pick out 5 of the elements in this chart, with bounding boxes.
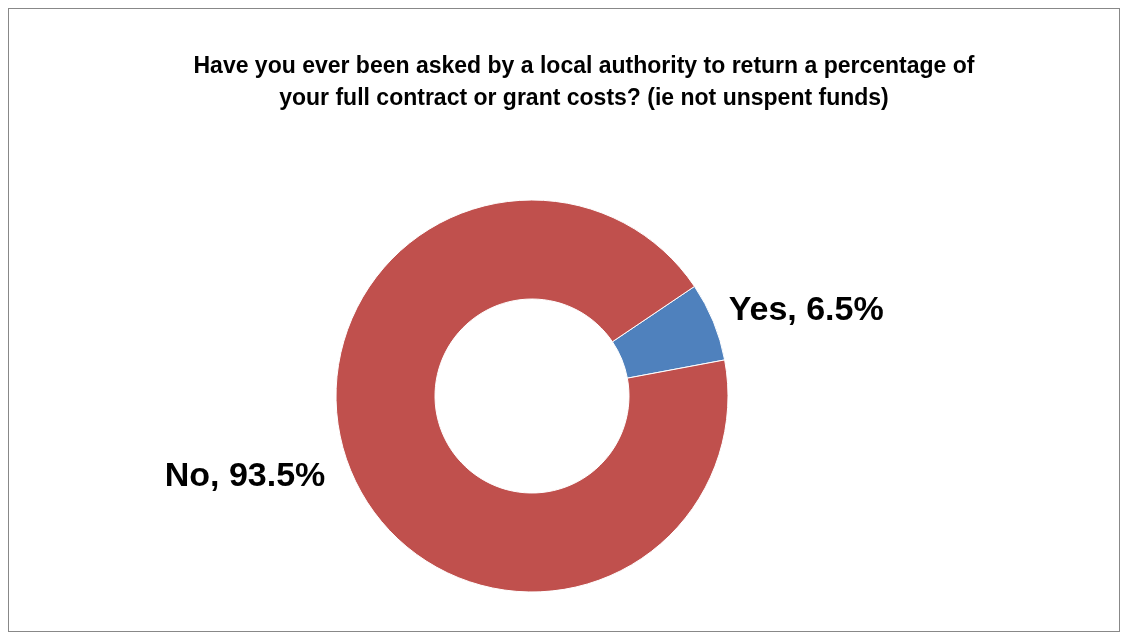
slice-label: No, 93.5% [164, 454, 326, 493]
chart-title: Have you ever been asked by a local authority to return a percentage of your full contract or grant costs? (ie not unspent funds) [192, 51, 976, 113]
slice-label: Yes, 6.5% [728, 289, 884, 328]
donut-slice [335, 199, 729, 593]
donut-slice [611, 285, 726, 379]
